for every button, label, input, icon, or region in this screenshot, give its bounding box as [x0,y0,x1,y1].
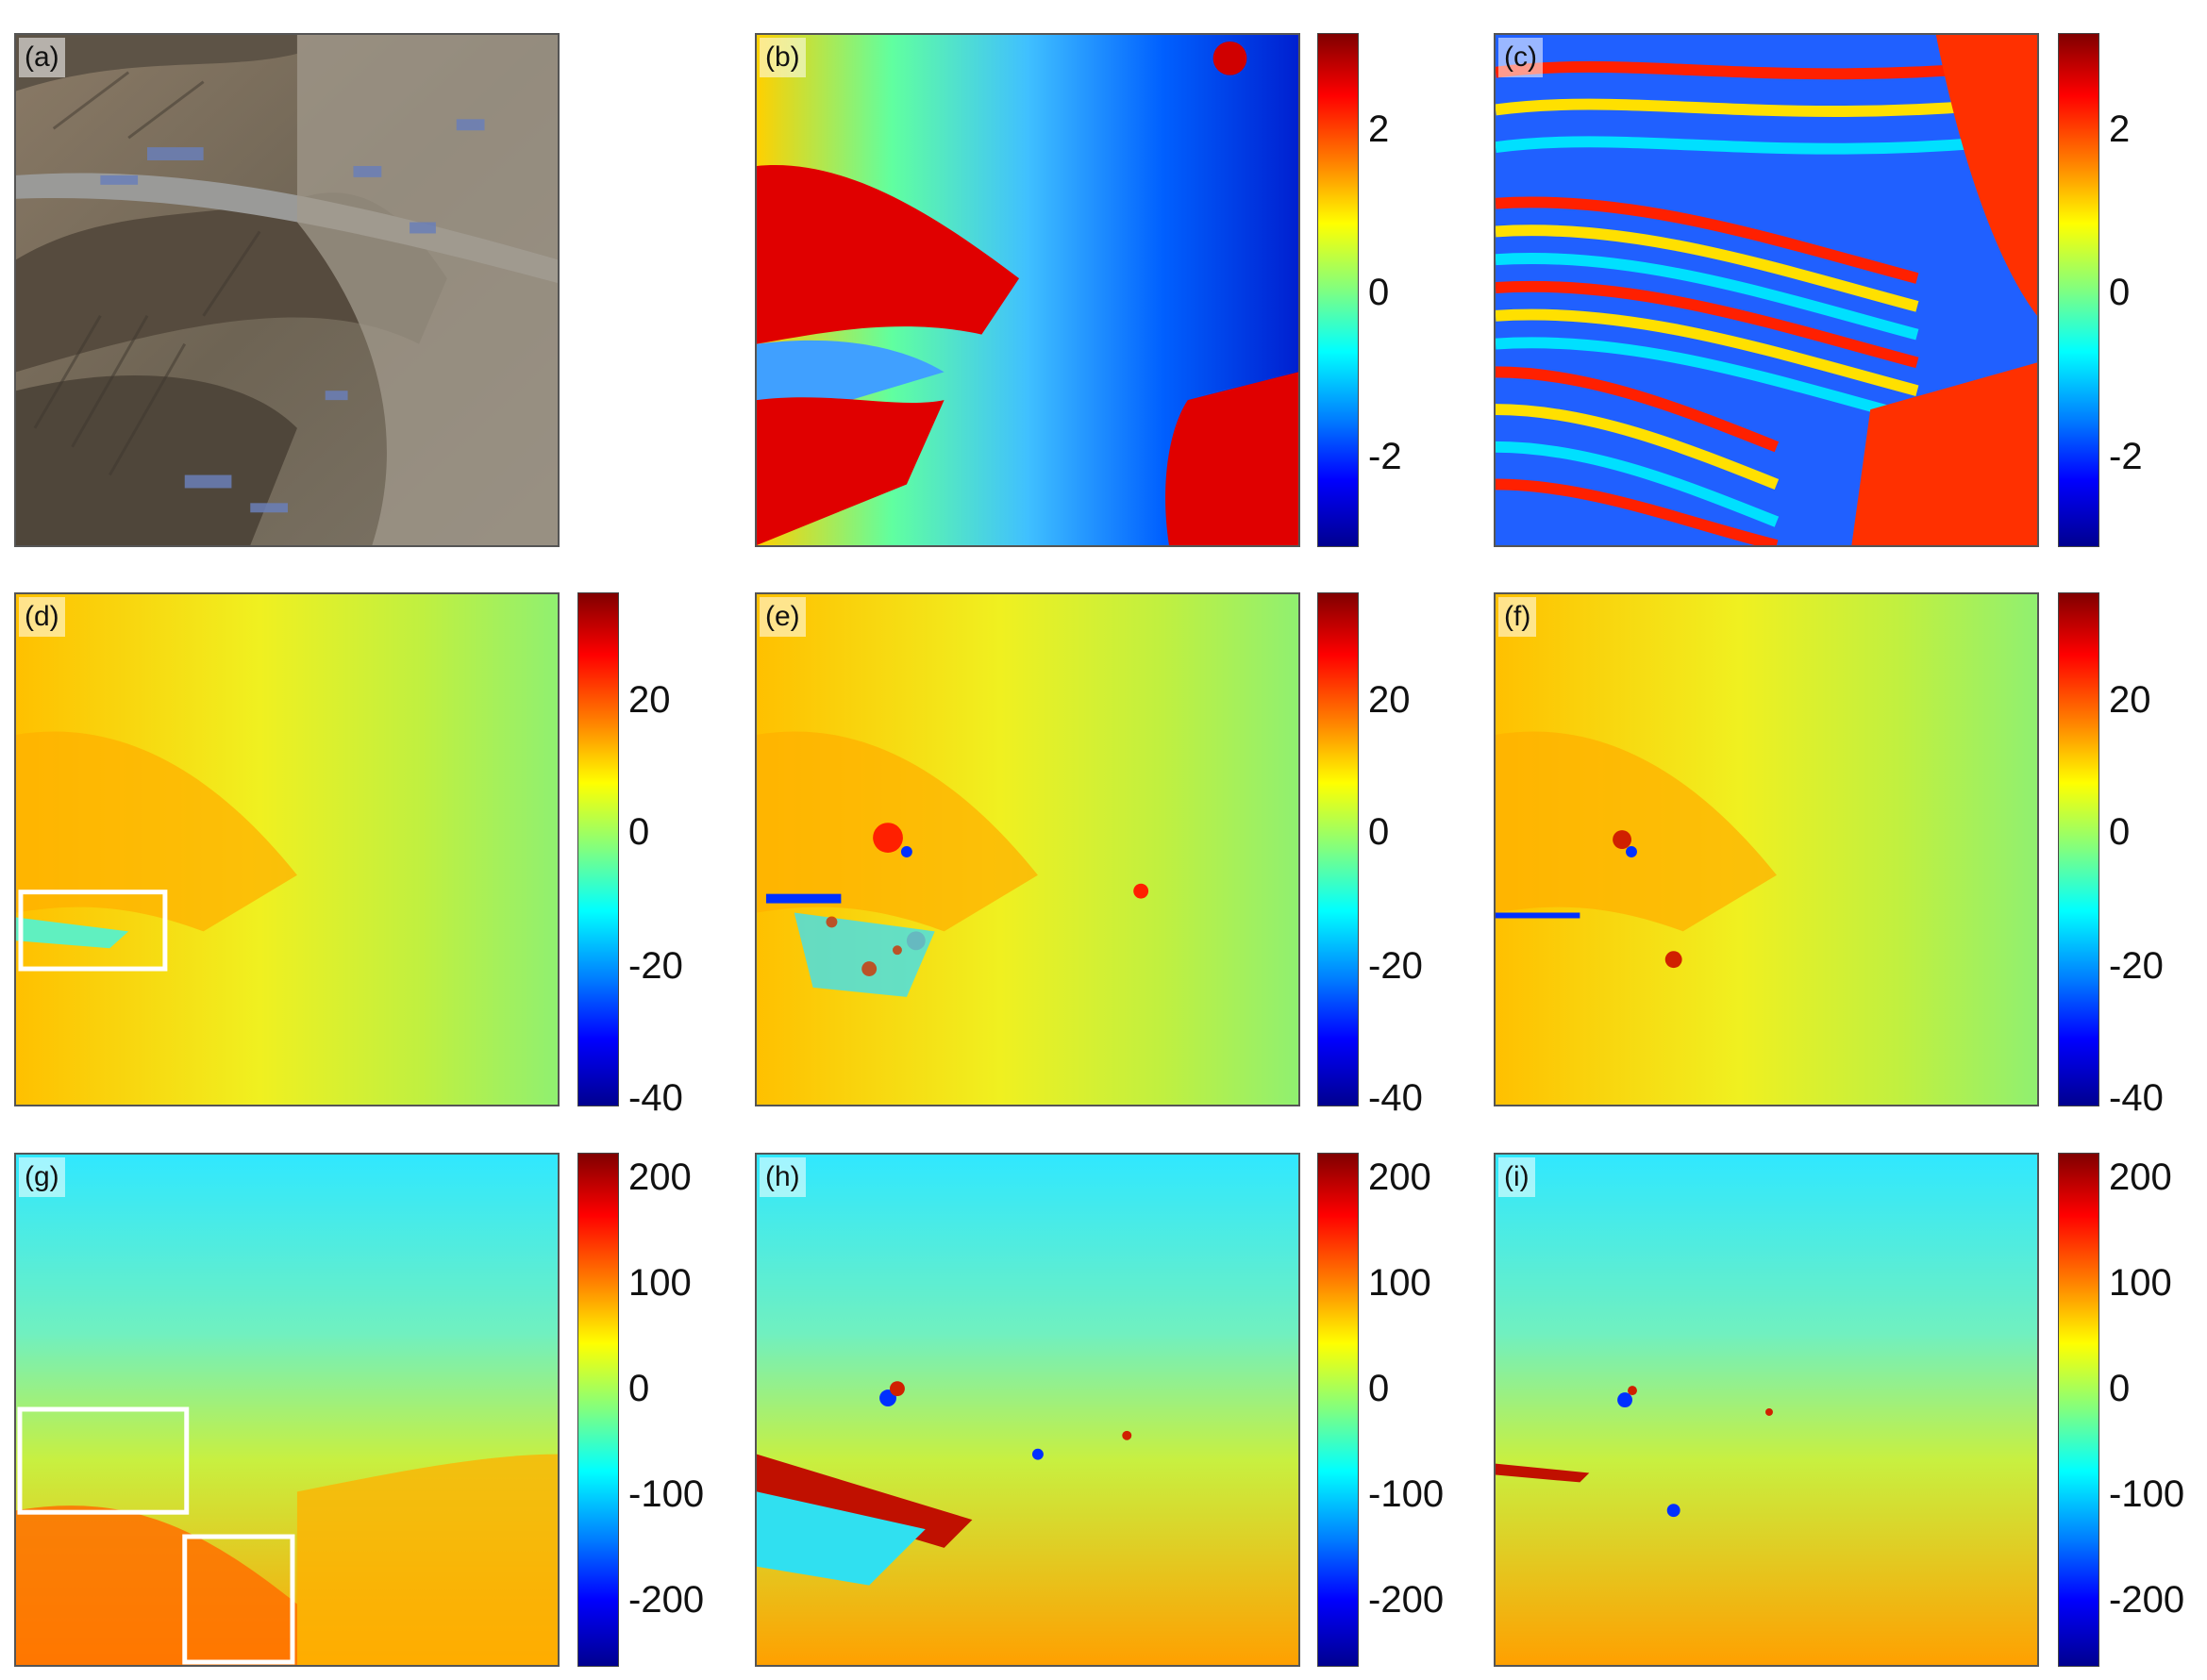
deformation-map [1496,1155,2037,1665]
tick-label: -100 [2109,1473,2185,1515]
tick-label: -2 [1368,436,1402,477]
tick-label: 20 [1368,679,1411,721]
colorbar-c [2058,33,2099,547]
colorbar-b [1317,33,1359,547]
panel-a-satellite-image: (a) [14,33,560,547]
panel-label: (b) [760,38,806,77]
tick-label: 0 [628,811,650,853]
tick-label: -40 [1368,1077,1423,1119]
deformation-map [757,594,1298,1105]
deformation-map [16,594,558,1105]
deformation-map [757,1155,1298,1665]
colorbar-f [2058,592,2099,1106]
tick-label: -20 [2109,945,2164,987]
colorbar-g [577,1153,619,1667]
panel-i-deformation: (i) [1494,1153,2039,1667]
tick-label: 0 [1368,1368,1390,1409]
tick-label: -200 [628,1579,705,1621]
tick-label: -40 [2109,1077,2164,1119]
panel-label: (d) [19,597,65,637]
tick-label: 100 [628,1262,692,1304]
panel-h-deformation: (h) [755,1153,1300,1667]
tick-label: -20 [1368,945,1423,987]
panel-label: (h) [760,1157,806,1197]
tick-label: 200 [1368,1156,1431,1198]
tick-label: 20 [628,679,671,721]
colorbar-d [577,592,619,1106]
tick-label: 0 [2109,811,2131,853]
tick-label: 200 [628,1156,692,1198]
panel-label: (i) [1498,1157,1535,1197]
tick-label: 0 [628,1368,650,1409]
panel-label: (g) [19,1157,65,1197]
panel-f-deformation: (f) [1494,592,2039,1106]
panel-b-wrapped-phase: (b) [755,33,1300,547]
panel-label: (e) [760,597,806,637]
tick-label: 0 [1368,811,1390,853]
tick-label: -2 [2109,436,2143,477]
phase-map [757,35,1298,545]
panel-label: (f) [1498,597,1537,637]
panel-label: (a) [19,38,65,77]
satellite-image [16,35,558,545]
tick-label: 2 [1368,108,1390,150]
tick-label: 100 [2109,1262,2172,1304]
tick-label: 2 [2109,108,2131,150]
deformation-map [1496,594,2037,1105]
tick-label: 200 [2109,1156,2172,1198]
tick-label: -200 [1368,1579,1445,1621]
tick-label: -100 [1368,1473,1445,1515]
panel-label: (c) [1498,38,1543,77]
tick-label: 100 [1368,1262,1431,1304]
tick-label: -100 [628,1473,705,1515]
tick-label: 0 [2109,272,2131,313]
panel-d-deformation: (d) [14,592,560,1106]
tick-label: -40 [628,1077,683,1119]
tick-label: 0 [2109,1368,2131,1409]
colorbar-e [1317,592,1359,1106]
deformation-map [16,1155,558,1665]
panel-e-deformation: (e) [755,592,1300,1106]
panel-g-deformation: (g) [14,1153,560,1667]
tick-label: 0 [1368,272,1390,313]
tick-label: 20 [2109,679,2151,721]
tick-label: -20 [628,945,683,987]
tick-label: -200 [2109,1579,2185,1621]
colorbar-i [2058,1153,2099,1667]
colorbar-h [1317,1153,1359,1667]
fringe-map [1496,35,2037,545]
panel-c-wrapped-fringes: (c) [1494,33,2039,547]
